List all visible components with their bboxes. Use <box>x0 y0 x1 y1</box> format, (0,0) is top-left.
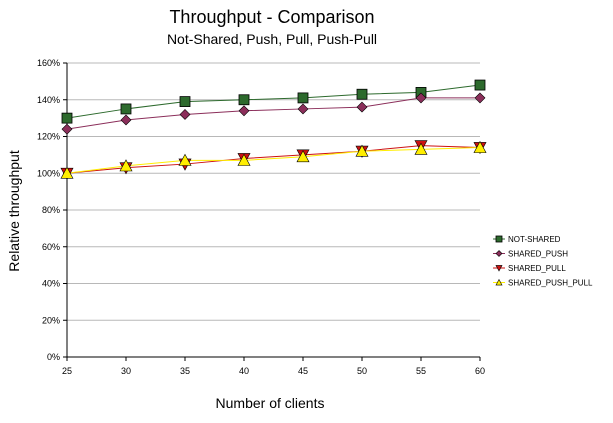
data-point-shared-push-pull <box>414 142 428 155</box>
data-point-shared-push-pull <box>355 144 369 157</box>
x-tick-label: 60 <box>475 366 485 376</box>
legend-label-shared-push: SHARED_PUSH <box>508 250 568 259</box>
legend-marker-not-shared <box>495 235 503 243</box>
data-point-not-shared <box>356 88 368 100</box>
data-point-shared-push-pull <box>473 140 487 153</box>
data-point-not-shared <box>297 92 309 104</box>
legend-marker-shared-pull <box>495 265 503 272</box>
data-point-not-shared <box>179 96 191 107</box>
data-point-shared-push <box>474 92 486 104</box>
x-tick-label: 30 <box>121 366 131 376</box>
data-point-not-shared <box>120 103 132 115</box>
series-line-shared-push <box>66 97 480 130</box>
gridlines <box>67 62 480 321</box>
y-tick-label: 0% <box>47 352 60 362</box>
y-tick-label: 20% <box>42 315 60 325</box>
y-tick-label: 160% <box>37 58 60 68</box>
legend-marker-shared-push <box>495 250 503 257</box>
y-tick-label: 120% <box>37 132 60 142</box>
chart-subtitle: Not-Shared, Push, Pull, Push-Pull <box>167 31 377 47</box>
x-tick-label: 45 <box>298 366 308 376</box>
x-tick-labels: 25 30 35 40 45 50 55 60 <box>62 366 485 376</box>
series-markers <box>60 79 487 180</box>
data-point-shared-push-pull <box>237 153 251 166</box>
data-point-shared-push <box>356 101 368 113</box>
legend-marker-shared-push-pull <box>495 278 503 286</box>
y-axis-title: Relative throughput <box>6 150 22 272</box>
y-tick-label: 100% <box>37 168 60 178</box>
y-tick-label: 40% <box>42 279 60 289</box>
data-point-not-shared <box>238 94 250 106</box>
legend-label-shared-push-pull: SHARED_PUSH_PULL <box>508 279 593 288</box>
x-axis-title: Number of clients <box>216 395 325 411</box>
data-point-not-shared <box>474 79 486 91</box>
x-tick-label: 25 <box>62 366 72 376</box>
data-point-shared-push <box>61 123 73 135</box>
series-line-not-shared <box>66 84 481 119</box>
data-point-shared-push-pull <box>296 150 310 163</box>
data-point-not-shared <box>61 112 73 124</box>
y-tick-label: 60% <box>42 242 60 252</box>
legend-label-shared-pull: SHARED_PULL <box>508 264 566 273</box>
x-tick-label: 35 <box>180 366 190 376</box>
series-lines <box>66 84 481 174</box>
data-point-shared-push-pull <box>178 153 192 166</box>
y-tick-labels: 0% 20% 40% 60% 80% 100% 120% 140% 160% <box>37 58 60 362</box>
data-point-shared-push <box>415 92 427 104</box>
data-point-shared-push <box>238 105 250 117</box>
x-tick-label: 55 <box>416 366 426 376</box>
chart-title: Throughput - Comparison <box>169 7 374 27</box>
series-line-shared-push-pull <box>66 147 481 174</box>
data-point-shared-push-pull <box>60 166 74 179</box>
legend: NOT-SHARED SHARED_PUSH SHARED_PULL SHARED_P… <box>493 235 593 288</box>
data-point-shared-push <box>120 114 132 126</box>
data-point-shared-push-pull <box>119 159 133 172</box>
x-tick-label: 50 <box>357 366 367 376</box>
series-line-shared-pull <box>66 145 481 174</box>
y-tick-label: 140% <box>37 95 60 105</box>
legend-label-not-shared: NOT-SHARED <box>508 235 561 244</box>
x-tick-label: 40 <box>239 366 249 376</box>
data-point-shared-push <box>179 109 191 120</box>
y-tick-label: 80% <box>42 205 60 215</box>
data-point-shared-push <box>297 103 309 115</box>
